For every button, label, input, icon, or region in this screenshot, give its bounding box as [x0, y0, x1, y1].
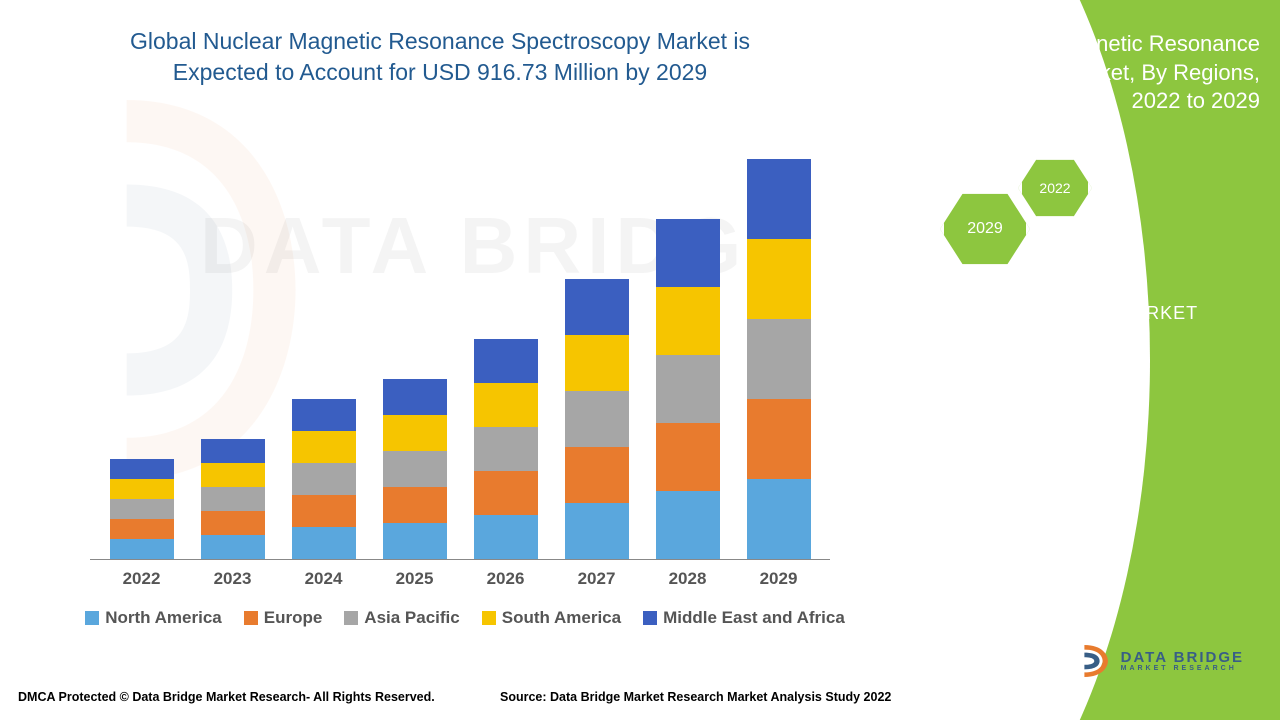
bar-column: [747, 159, 811, 559]
x-axis-labels: 2022 2023 2024 2025 2026 2027 2028 2029: [90, 559, 830, 589]
bar-segment: [383, 487, 447, 523]
bar-segment: [656, 219, 720, 287]
bar-segment: [474, 339, 538, 383]
bar-segment: [383, 379, 447, 415]
bar-segment: [747, 239, 811, 319]
legend-swatch: [85, 611, 99, 625]
legend-swatch: [482, 611, 496, 625]
bar-segment: [656, 423, 720, 491]
logo-icon: [1073, 642, 1111, 680]
side-brand-line1: DATA BRIDGE MARKET: [960, 300, 1220, 327]
legend-item: South America: [482, 608, 621, 628]
bar-segment: [201, 487, 265, 511]
bar-segment: [747, 159, 811, 239]
bar-segment: [110, 479, 174, 499]
legend-swatch: [344, 611, 358, 625]
bar-segment: [292, 495, 356, 527]
x-tick-label: 2028: [656, 569, 720, 589]
bar-segment: [110, 519, 174, 539]
footer-copyright: DMCA Protected © Data Bridge Market Rese…: [18, 690, 435, 704]
chart-legend: North America Europe Asia Pacific South Ame…: [70, 608, 860, 628]
bar-segment: [201, 463, 265, 487]
bar-segment: [110, 499, 174, 519]
side-panel-title: Global Nuclear Magnetic Resonance Spectr…: [900, 30, 1260, 116]
bar-segment: [474, 515, 538, 559]
legend-item: Middle East and Africa: [643, 608, 845, 628]
report-slide: DATA BRIDGE Global Nuclear Magnetic Reso…: [0, 0, 1280, 720]
bar-segment: [474, 471, 538, 515]
bar-segment: [565, 503, 629, 559]
bar-segment: [383, 523, 447, 559]
bar-column: [656, 219, 720, 559]
bar-segment: [474, 427, 538, 471]
logo-line1: DATA BRIDGE: [1121, 650, 1244, 665]
legend-swatch: [244, 611, 258, 625]
legend-swatch: [643, 611, 657, 625]
hex-badge-group: 2029 2022: [940, 150, 1140, 310]
x-tick-label: 2022: [110, 569, 174, 589]
bar-segment: [474, 383, 538, 427]
legend-item: Asia Pacific: [344, 608, 459, 628]
side-panel: Global Nuclear Magnetic Resonance Spectr…: [850, 0, 1280, 720]
bar-segment: [201, 511, 265, 535]
bar-segment: [201, 439, 265, 463]
hex-label: 2029: [967, 220, 1003, 238]
chart-plot: 20222023202420252026202720282029: [90, 160, 830, 560]
hex-label: 2022: [1039, 180, 1070, 196]
x-tick-label: 2026: [474, 569, 538, 589]
x-tick-label: 2029: [747, 569, 811, 589]
bar-segment: [747, 399, 811, 479]
bar-segment: [201, 535, 265, 559]
side-brand: DATA BRIDGE MARKET RESEARCH: [960, 300, 1220, 354]
bar-segment: [383, 451, 447, 487]
bar-segment: [565, 335, 629, 391]
bar-segment: [292, 431, 356, 463]
logo-text: DATA BRIDGE MARKET RESEARCH: [1121, 650, 1244, 672]
bar-column: [292, 399, 356, 559]
bar-segment: [747, 479, 811, 559]
x-tick-label: 2023: [201, 569, 265, 589]
legend-label: Europe: [264, 608, 323, 628]
logo-line2: MARKET RESEARCH: [1121, 665, 1244, 672]
chart-title: Global Nuclear Magnetic Resonance Spectr…: [90, 26, 790, 88]
bar-segment: [292, 463, 356, 495]
bar-segment: [110, 539, 174, 559]
bar-segment: [292, 527, 356, 559]
bar-segment: [565, 391, 629, 447]
x-tick-label: 2027: [565, 569, 629, 589]
x-tick-label: 2025: [383, 569, 447, 589]
bar-column: [201, 439, 265, 559]
footer-logo: DATA BRIDGE MARKET RESEARCH: [1073, 642, 1244, 680]
bar-column: [110, 459, 174, 559]
legend-label: Asia Pacific: [364, 608, 459, 628]
bar-column: [565, 279, 629, 559]
bar-segment: [656, 355, 720, 423]
bar-column: [474, 339, 538, 559]
legend-item: North America: [85, 608, 222, 628]
bar-segment: [747, 319, 811, 399]
bar-segment: [656, 287, 720, 355]
bar-column: [383, 379, 447, 559]
footer-source: Source: Data Bridge Market Research Mark…: [500, 690, 891, 704]
side-brand-line2: RESEARCH: [960, 327, 1220, 354]
legend-label: Middle East and Africa: [663, 608, 845, 628]
bar-segment: [383, 415, 447, 451]
bar-segment: [565, 447, 629, 503]
x-tick-label: 2024: [292, 569, 356, 589]
bar-group: [90, 160, 830, 559]
legend-label: South America: [502, 608, 621, 628]
hex-badge-2029: 2029: [940, 190, 1030, 268]
bar-segment: [656, 491, 720, 559]
legend-item: Europe: [244, 608, 323, 628]
bar-segment: [110, 459, 174, 479]
hex-badge-2022: 2022: [1018, 156, 1092, 220]
bar-segment: [292, 399, 356, 431]
bar-segment: [565, 279, 629, 335]
legend-label: North America: [105, 608, 222, 628]
